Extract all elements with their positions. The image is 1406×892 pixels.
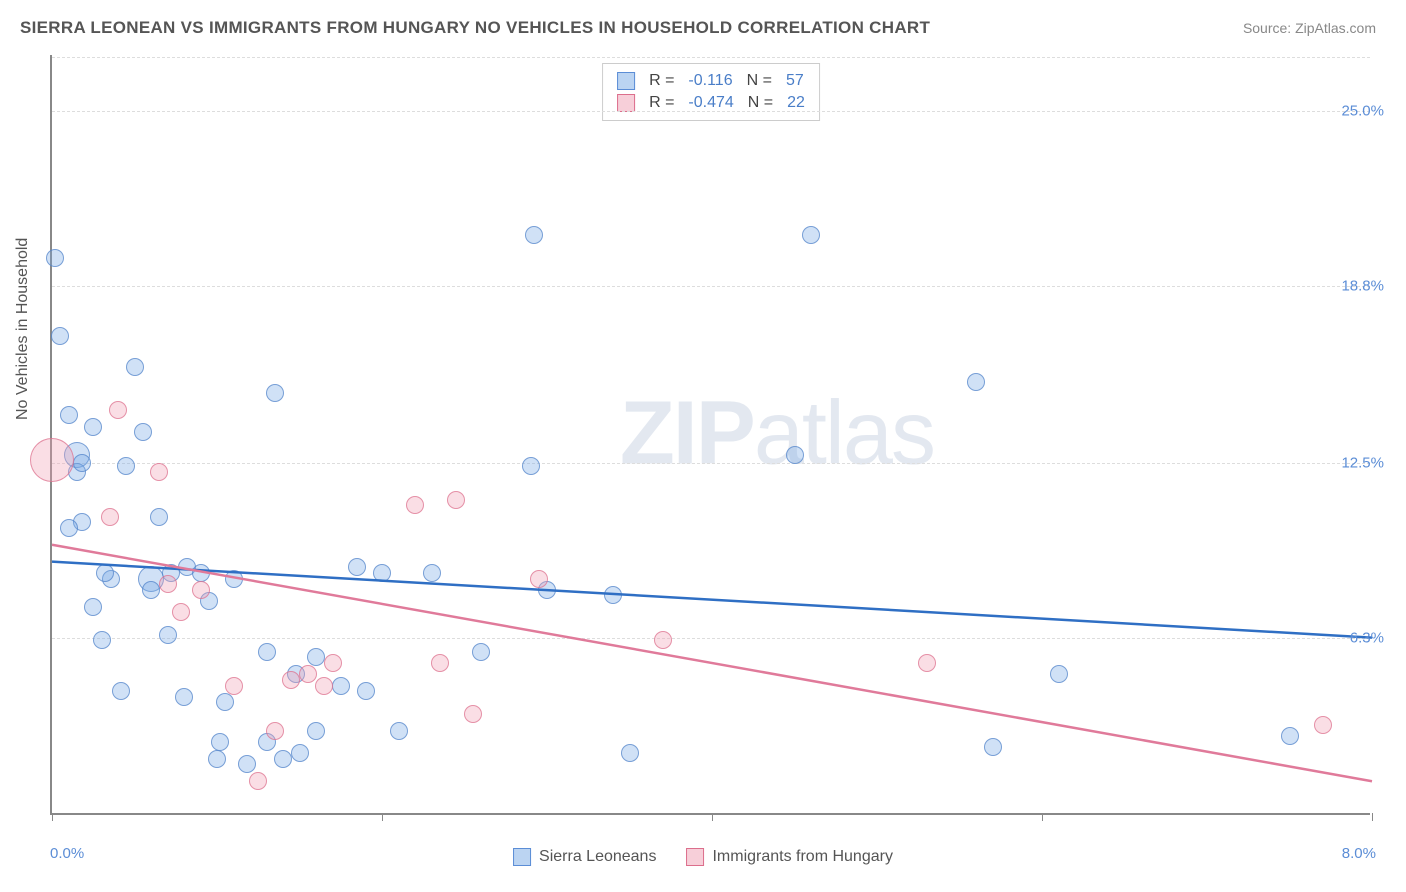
plot-area: ZIPatlas R = -0.116 N = 57 R = -0.474 N … [50, 55, 1370, 815]
trend-line-a [52, 562, 1372, 638]
x-tick-min: 0.0% [50, 845, 84, 862]
y-tick-label: 18.8% [1341, 277, 1384, 294]
x-tick [1372, 813, 1373, 821]
chart-title: SIERRA LEONEAN VS IMMIGRANTS FROM HUNGAR… [20, 18, 930, 38]
trend-line-b [52, 545, 1372, 781]
y-tick-label: 25.0% [1341, 103, 1384, 120]
trend-lines [52, 55, 1372, 815]
legend-label-b: Immigrants from Hungary [712, 848, 893, 866]
bottom-legend: Sierra Leoneans Immigrants from Hungary [513, 848, 893, 866]
legend-item-a: Sierra Leoneans [513, 848, 656, 866]
legend-label-a: Sierra Leoneans [539, 848, 656, 866]
x-tick-max: 8.0% [1342, 845, 1376, 862]
y-tick-label: 6.3% [1350, 629, 1384, 646]
legend-swatch-a-icon [513, 848, 531, 866]
source-label: Source: ZipAtlas.com [1243, 20, 1376, 36]
legend-swatch-b-icon [686, 848, 704, 866]
y-axis-label: No Vehicles in Household [14, 238, 32, 420]
y-tick-label: 12.5% [1341, 455, 1384, 472]
legend-item-b: Immigrants from Hungary [686, 848, 893, 866]
